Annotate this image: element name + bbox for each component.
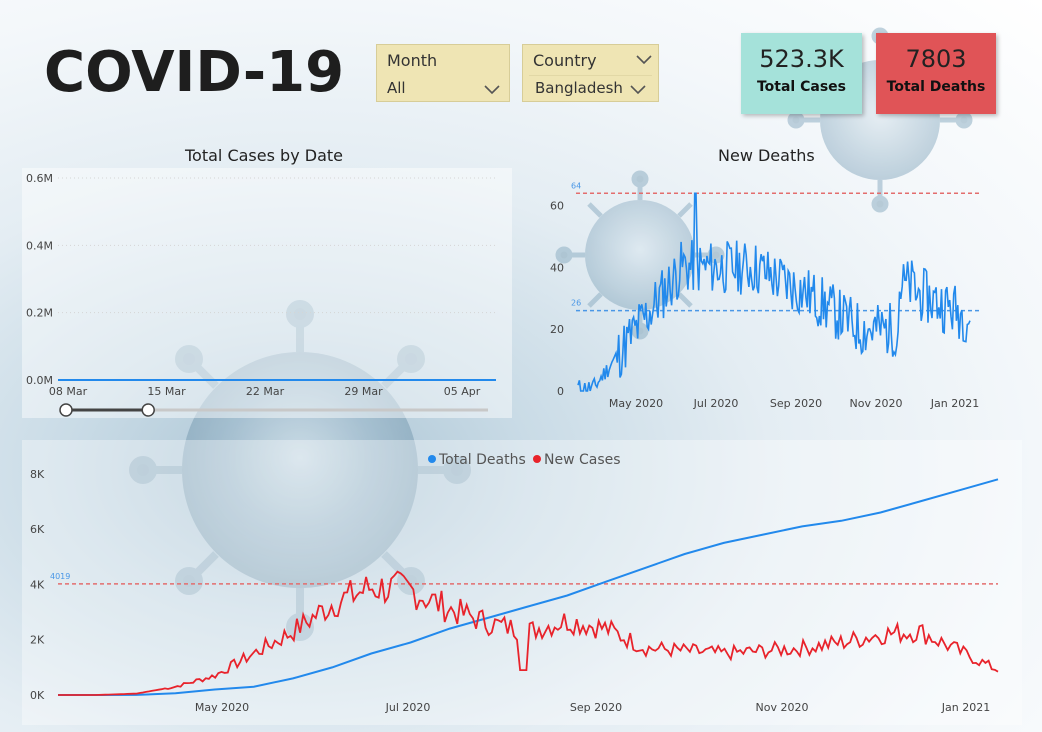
y-tick-label: 0.0M	[26, 374, 53, 387]
x-tick-label: Sep 2020	[770, 397, 822, 410]
chart-title-total-cases-by-date: Total Cases by Date	[185, 146, 343, 165]
x-tick-label: Jul 2020	[385, 701, 431, 714]
new-cases-line	[58, 570, 999, 696]
month-slicer[interactable]: Month All	[376, 44, 510, 102]
x-tick-label: May 2020	[609, 397, 663, 410]
y-tick-label: 0K	[30, 689, 45, 702]
chevron-down-icon[interactable]	[483, 83, 501, 95]
y-tick-label: 8K	[30, 468, 45, 481]
country-slicer-label: Country	[533, 51, 597, 70]
x-tick-label: Nov 2020	[756, 701, 809, 714]
chevron-down-icon[interactable]	[635, 53, 653, 65]
x-tick-label: 08 Mar	[49, 385, 88, 398]
legend-marker	[533, 455, 541, 463]
y-tick-label: 0.4M	[26, 239, 53, 252]
reference-line-label: 4019	[50, 572, 70, 581]
month-slicer-value[interactable]: All	[387, 79, 406, 97]
x-tick-label: 15 Mar	[147, 385, 186, 398]
month-slicer-label: Month	[387, 51, 438, 70]
legend-label: Total Deaths	[438, 452, 526, 468]
x-tick-label: Nov 2020	[850, 397, 903, 410]
y-tick-label: 40	[550, 261, 564, 274]
y-tick-label: 6K	[30, 523, 45, 536]
total-cases-label: Total Cases	[756, 79, 846, 95]
total-deaths-value: 7803	[905, 45, 967, 73]
chevron-down-icon[interactable]	[629, 83, 647, 95]
y-tick-label: 60	[550, 200, 564, 213]
reference-line-label: 26	[571, 299, 581, 308]
country-slicer[interactable]: Country Bangladesh	[522, 44, 659, 102]
new-deaths-line	[577, 192, 971, 392]
total-deaths-line	[58, 478, 999, 696]
y-tick-label: 0	[557, 385, 564, 398]
x-tick-label: 05 Apr	[444, 385, 481, 398]
date-slider-end-handle[interactable]	[141, 403, 155, 417]
date-slider-start-handle[interactable]	[59, 403, 73, 417]
x-tick-label: Sep 2020	[570, 701, 622, 714]
country-slicer-value[interactable]: Bangladesh	[535, 79, 623, 97]
x-tick-label: 29 Mar	[344, 385, 383, 398]
reference-line-label: 64	[571, 181, 581, 190]
x-tick-label: Jul 2020	[693, 397, 739, 410]
x-tick-label: Jan 2021	[941, 701, 990, 714]
total-deaths-card: 7803 Total Deaths	[876, 33, 996, 114]
legend-marker	[428, 455, 436, 463]
y-tick-label: 2K	[30, 634, 45, 647]
x-tick-label: 22 Mar	[246, 385, 285, 398]
total-cases-value: 523.3K	[759, 45, 844, 73]
total-deaths-new-cases-chart[interactable]: Total Deaths New Cases 0K 2K 4K 6K 8K May 2020 J…	[22, 440, 1022, 725]
country-dropdown-box[interactable]	[529, 75, 652, 100]
y-tick-label: 20	[550, 323, 564, 336]
x-tick-label: Jan 2021	[930, 397, 979, 410]
chart-title-new-deaths: New Deaths	[718, 146, 815, 165]
y-tick-label: 0.6M	[26, 172, 53, 185]
y-tick-label: 0.2M	[26, 307, 53, 320]
new-deaths-chart[interactable]: 0 20 40 60 May 2020 Jul 2020 Sep 2020 Nov 2020 J…	[540, 170, 990, 420]
x-tick-label: May 2020	[195, 701, 249, 714]
page-title: COVID-19	[44, 40, 345, 105]
total-deaths-label: Total Deaths	[886, 79, 986, 95]
total-cases-card: 523.3K Total Cases	[741, 33, 862, 114]
chart-panel-background	[22, 168, 512, 418]
legend-label: New Cases	[544, 452, 621, 468]
chart-panel-background	[22, 440, 1022, 725]
total-cases-by-date-chart[interactable]: 0.0M 0.2M 0.4M 0.6M 08 Mar 15 Mar 22 Mar 29 Mar…	[22, 168, 512, 418]
y-tick-label: 4K	[30, 578, 45, 591]
